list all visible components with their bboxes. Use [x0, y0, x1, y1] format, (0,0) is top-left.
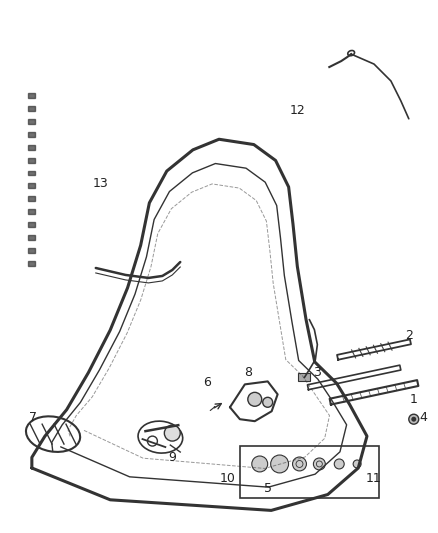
Text: 12: 12 [290, 104, 305, 117]
Circle shape [293, 457, 307, 471]
Bar [28, 183, 35, 188]
Text: 10: 10 [220, 472, 236, 486]
Text: 9: 9 [168, 450, 176, 464]
Circle shape [314, 458, 325, 470]
Circle shape [411, 417, 416, 422]
Text: 4: 4 [420, 411, 427, 424]
Bar [28, 144, 35, 150]
Text: 13: 13 [93, 177, 109, 190]
Bar [28, 261, 35, 266]
Bar [28, 171, 35, 175]
Text: 7: 7 [29, 411, 37, 424]
Bar [28, 209, 35, 214]
Bar [28, 119, 35, 124]
Bar [28, 196, 35, 201]
Circle shape [263, 397, 273, 407]
Circle shape [248, 392, 262, 406]
Circle shape [271, 455, 289, 473]
Text: 8: 8 [244, 366, 252, 379]
Circle shape [252, 456, 268, 472]
Text: 5: 5 [264, 482, 272, 495]
Bar [28, 235, 35, 240]
Text: 1: 1 [410, 393, 418, 406]
Bar [28, 132, 35, 136]
Bar [28, 222, 35, 227]
Bar [240, 446, 379, 498]
Text: 2: 2 [405, 329, 413, 342]
Text: 6: 6 [203, 376, 211, 389]
Bar [298, 374, 311, 382]
Bar [28, 248, 35, 253]
Circle shape [353, 460, 361, 468]
Bar [28, 106, 35, 111]
Circle shape [164, 425, 180, 441]
Circle shape [409, 414, 419, 424]
Bar [28, 158, 35, 163]
Text: 11: 11 [366, 472, 382, 486]
FancyArrowPatch shape [210, 407, 215, 410]
Bar [28, 93, 35, 98]
Circle shape [334, 459, 344, 469]
Text: 3: 3 [314, 366, 321, 379]
